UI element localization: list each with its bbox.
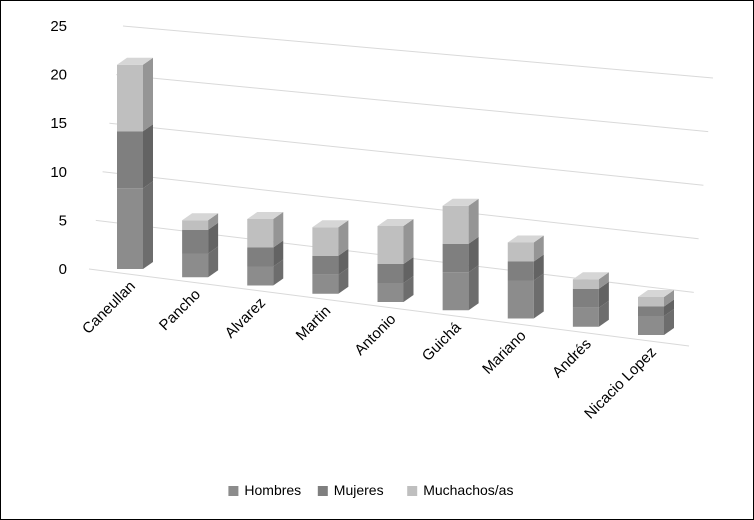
bar-top-caneullan bbox=[117, 57, 153, 65]
bar-segment-alvarez-hombres bbox=[247, 259, 284, 286]
bar-segment-guicha-mujeres bbox=[442, 236, 479, 273]
y-axis-ticks: 0 5 10 15 20 25 bbox=[50, 18, 67, 278]
bar-martin bbox=[312, 220, 349, 294]
bar-guicha bbox=[442, 198, 479, 311]
bar-segment-andres-mujeres bbox=[572, 281, 609, 308]
legend-swatch bbox=[317, 486, 328, 496]
bar-andres bbox=[572, 272, 609, 327]
bar-segment-alvarez-muchachos-as bbox=[247, 212, 284, 248]
bar-segment-mariano-hombres bbox=[507, 273, 544, 319]
bar-segment-pancho-hombres bbox=[182, 246, 219, 278]
bar-segment-caneullan-muchachos-as bbox=[117, 57, 153, 132]
legend-label: Muchachos/as bbox=[423, 482, 513, 498]
bar-segment-nicacio-lopez-mujeres bbox=[638, 299, 674, 316]
bar-segment-pancho-mujeres bbox=[182, 222, 219, 254]
x-tick-label-caneullan: Caneullan bbox=[79, 278, 139, 338]
x-tick-label-nicacio-lopez: Nicacio Lopez bbox=[581, 344, 660, 423]
x-tick-label-martin: Martin bbox=[293, 303, 334, 344]
bar-segment-andres-hombres bbox=[572, 300, 609, 327]
legend-label: Hombres bbox=[244, 482, 301, 498]
bar-top-guicha bbox=[442, 198, 479, 206]
bar-segment-nicacio-lopez-hombres bbox=[638, 309, 674, 335]
bar-segment-martin-muchachos-as bbox=[312, 220, 349, 256]
legend-swatch bbox=[228, 486, 239, 496]
legend-label: Mujeres bbox=[334, 482, 384, 498]
bar-segment-guicha-hombres bbox=[442, 265, 479, 311]
x-tick-label-mariano: Mariano bbox=[479, 327, 529, 377]
bar-top-nicacio-lopez bbox=[638, 290, 674, 297]
bar-caneullan bbox=[117, 57, 153, 269]
bar-top-mariano bbox=[507, 235, 544, 243]
legend-item-mujeres: Mujeres bbox=[317, 482, 384, 498]
bar-segment-martin-mujeres bbox=[312, 248, 349, 275]
bar-segment-mariano-muchachos-as bbox=[507, 235, 544, 262]
legend-swatch bbox=[407, 486, 418, 496]
bar-segment-antonio-mujeres bbox=[377, 257, 414, 283]
gridline-20 bbox=[116, 74, 709, 133]
legend-item-muchachos-as: Muchachos/as bbox=[407, 482, 513, 498]
bar-antonio bbox=[377, 219, 414, 302]
y-tick-label: 5 bbox=[59, 212, 67, 229]
y-tick-label: 15 bbox=[50, 115, 67, 132]
bars bbox=[117, 57, 674, 335]
x-axis-ticks: Caneullan Pancho Alvarez Martin Antonio Guich… bbox=[79, 278, 660, 423]
legend-item-hombres: Hombres bbox=[228, 482, 301, 498]
bar-segment-caneullan-hombres bbox=[117, 181, 153, 269]
bar-pancho bbox=[182, 213, 219, 278]
y-tick-label: 25 bbox=[50, 18, 67, 35]
x-tick-label-guicha: Guichá bbox=[419, 319, 465, 365]
gridline-0 bbox=[88, 268, 690, 347]
x-tick-label-antonio: Antonio bbox=[351, 311, 399, 359]
gridline-10 bbox=[102, 171, 699, 240]
bar-segment-andres-muchachos-as bbox=[572, 272, 609, 289]
x-tick-label-pancho: Pancho bbox=[156, 286, 204, 334]
bar-top-pancho bbox=[182, 213, 219, 221]
bar-segment-nicacio-lopez-muchachos-as bbox=[638, 290, 674, 307]
bar-segment-caneullan-mujeres bbox=[117, 124, 153, 189]
x-tick-label-alvarez: Alvarez bbox=[222, 294, 269, 341]
bar-mariano bbox=[507, 235, 544, 319]
bar-alvarez bbox=[247, 212, 284, 286]
bar-top-alvarez bbox=[247, 212, 284, 219]
bar-top-andres bbox=[572, 272, 609, 280]
bar-segment-antonio-hombres bbox=[377, 276, 414, 302]
y-tick-label: 10 bbox=[50, 164, 67, 181]
legend: Hombres Mujeres Muchachos/as bbox=[228, 482, 513, 498]
bar-top-martin bbox=[312, 220, 349, 228]
bar-segment-martin-hombres bbox=[312, 267, 349, 294]
y-tick-label: 20 bbox=[50, 67, 67, 84]
bar-top-antonio bbox=[377, 219, 414, 226]
bar-nicacio-lopez bbox=[638, 290, 674, 335]
bar-segment-guicha-muchachos-as bbox=[442, 198, 479, 244]
bar-segment-antonio-muchachos-as bbox=[377, 219, 414, 264]
y-tick-label: 0 bbox=[59, 261, 67, 278]
gridline-25 bbox=[122, 25, 714, 79]
bar-segment-pancho-muchachos-as bbox=[182, 213, 219, 230]
x-tick-label-andres: Andrés bbox=[549, 336, 595, 382]
gridline-15 bbox=[109, 122, 704, 186]
bar-segment-alvarez-mujeres bbox=[247, 240, 284, 267]
bar-segment-mariano-mujeres bbox=[507, 254, 544, 281]
